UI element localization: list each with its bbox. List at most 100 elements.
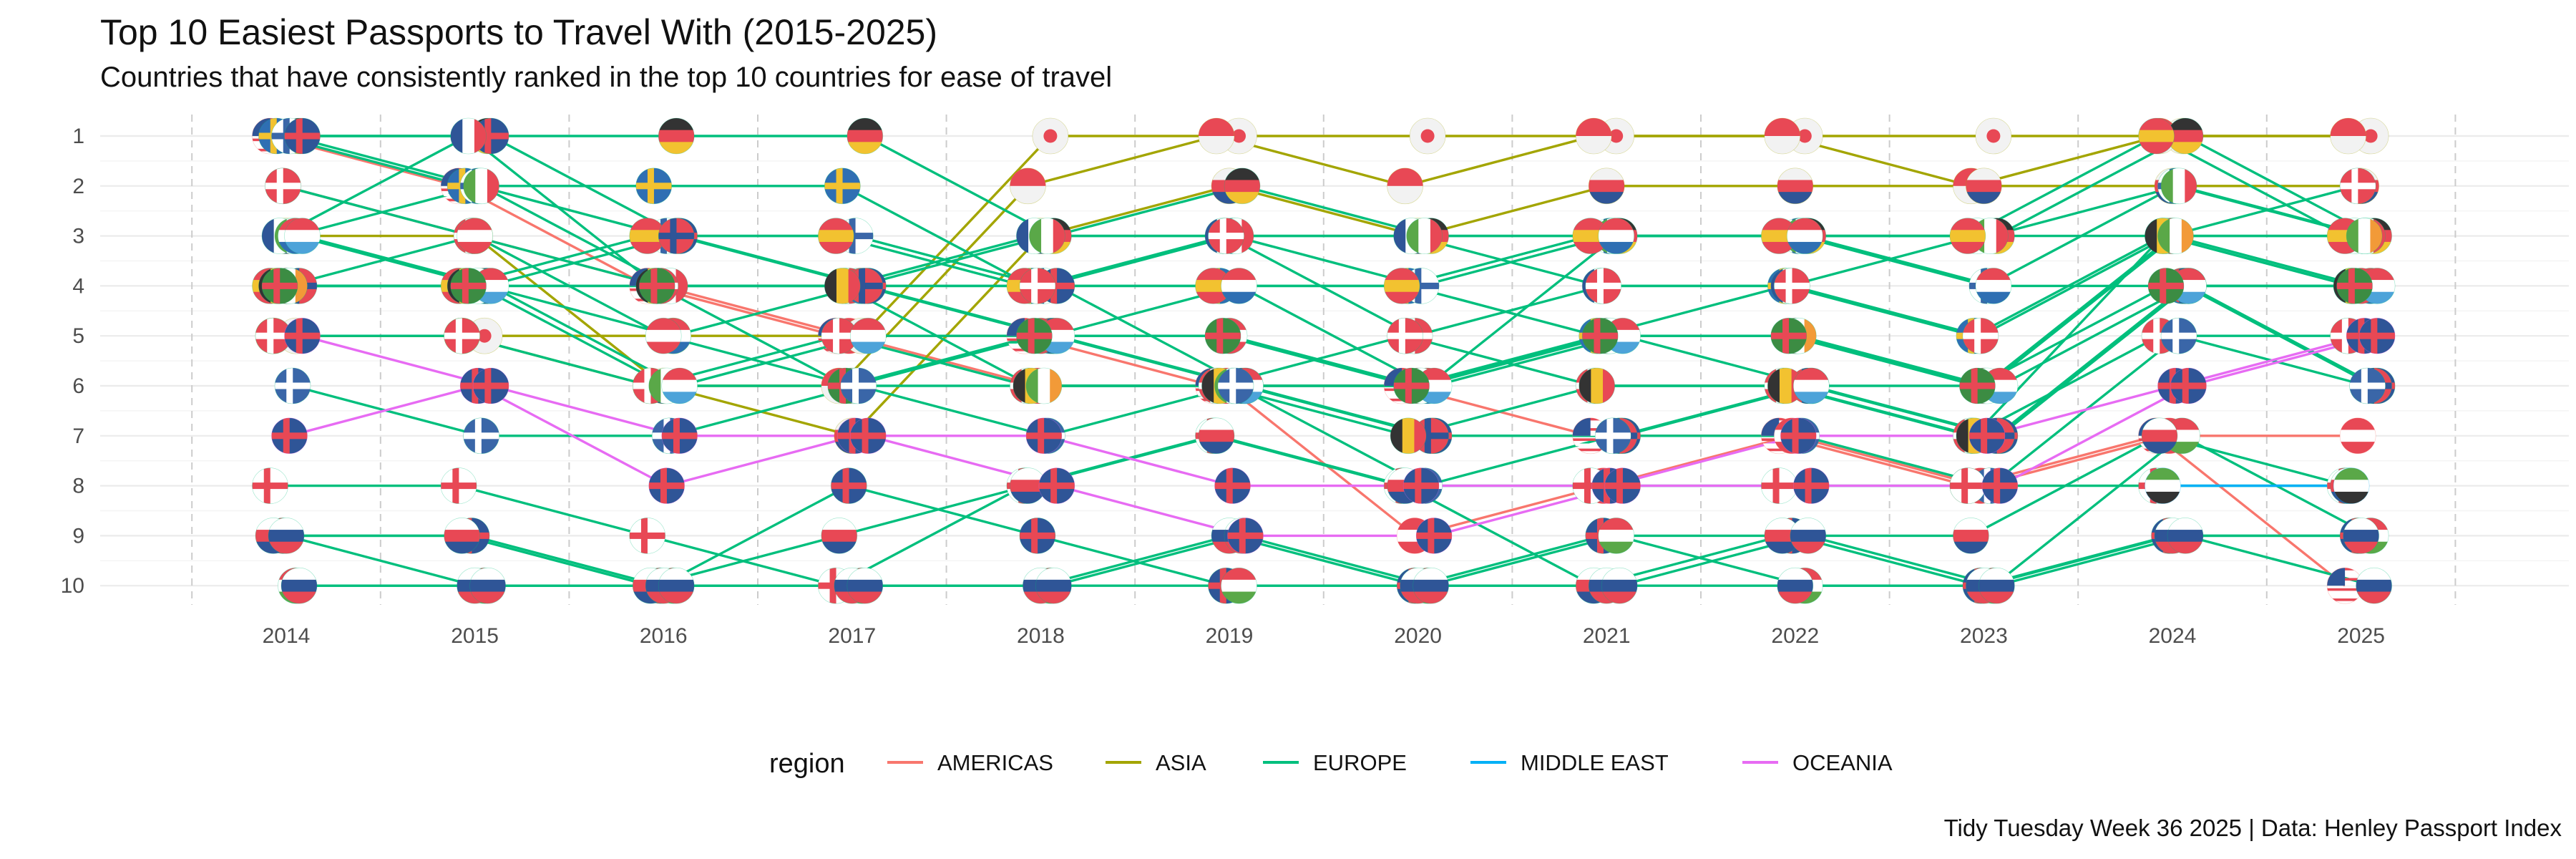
legend-label: ASIA <box>1156 750 1206 775</box>
flag-point-is <box>1019 518 1056 554</box>
legend-label: AMERICAS <box>937 750 1053 775</box>
flag-point-jp <box>1032 117 1069 155</box>
flag-point-nz <box>1981 467 2019 504</box>
flag-point-jp <box>1409 117 1446 155</box>
flag-point-jp <box>1975 117 2012 155</box>
flag-point-sk <box>469 567 506 604</box>
flag-point-dk <box>1774 268 1810 304</box>
series-line-nz <box>302 334 2378 538</box>
flag-point-de <box>2167 117 2204 155</box>
flag-point-nz <box>1415 518 1453 554</box>
legend-item: MIDDLE EAST <box>1470 750 1669 775</box>
flag-point-nz <box>661 417 698 455</box>
flag-point-cz <box>1198 417 1235 455</box>
flag-point-us <box>1572 417 1609 455</box>
flag-point-sk <box>658 567 695 604</box>
flag-point-sk <box>1790 518 1827 554</box>
flag-point-gr <box>2349 367 2386 404</box>
x-tick-label: 2023 <box>1960 624 2008 648</box>
flag-point-de <box>847 117 884 155</box>
x-tick-label: 2018 <box>1017 624 1065 648</box>
flag-point-nz <box>2358 317 2396 354</box>
flag-point-es <box>2138 117 2175 155</box>
series-line-dk <box>283 185 2358 338</box>
flag-point-nz <box>472 367 509 404</box>
flag-point-lu <box>1793 367 1830 404</box>
flag-point-pt <box>1959 367 1996 404</box>
flag-point-gr <box>840 367 877 404</box>
series-line-de <box>299 135 2375 238</box>
flag-point-nl <box>1598 218 1634 254</box>
flag-point-sk <box>2356 567 2392 604</box>
x-tick-label: 2025 <box>2337 624 2385 648</box>
chart-caption: Tidy Tuesday Week 36 2025 | Data: Henley… <box>1943 815 2562 841</box>
flag-point-dk <box>1208 218 1244 254</box>
flag-point-sg <box>1010 168 1046 205</box>
y-tick-label: 6 <box>72 374 84 398</box>
flag-point-sk <box>1979 567 2015 604</box>
chart-subtitle: Countries that have consistently ranked … <box>100 62 1113 93</box>
legend-label: OCEANIA <box>1792 750 1893 775</box>
flag-point-es <box>1383 268 1420 304</box>
flag-point-es <box>1761 218 1797 254</box>
x-tick-label: 2016 <box>640 624 688 648</box>
flag-point-nz <box>284 317 321 354</box>
flag-points <box>252 117 2396 604</box>
flag-point-cz <box>1953 518 1989 554</box>
flag-point-ca <box>2339 417 2376 455</box>
flag-point-pt <box>450 268 487 304</box>
flag-point-kr <box>1588 168 1625 205</box>
flag-point-es <box>818 218 854 254</box>
flag-point-no <box>658 218 695 254</box>
flag-point-ch <box>444 317 480 354</box>
series-line-it <box>292 184 2368 288</box>
flag-point-sk <box>1601 567 1638 604</box>
flag-point-it <box>2160 168 2197 205</box>
flag-point-pt <box>1770 317 1807 354</box>
flag-point-se <box>635 168 673 205</box>
y-tick-label: 3 <box>72 225 84 248</box>
y-tick-label: 4 <box>72 274 84 298</box>
flag-point-at <box>457 218 493 254</box>
flag-point-dk <box>1585 268 1621 304</box>
flag-point-mt <box>629 518 666 554</box>
legend-item: OCEANIA <box>1742 750 1893 775</box>
x-tick-label: 2015 <box>451 624 499 648</box>
flag-point-be <box>1579 367 1615 404</box>
flag-point-pt <box>1393 367 1430 404</box>
flag-point-pt <box>1016 317 1053 354</box>
flag-point-au <box>1780 417 1817 455</box>
flag-point-lu <box>850 317 887 354</box>
flag-point-mt <box>252 467 288 504</box>
flag-point-pt <box>261 268 298 304</box>
flag-point-it <box>1406 218 1443 254</box>
y-tick-label: 1 <box>72 125 84 148</box>
flag-point-dk <box>1962 317 1999 354</box>
flag-point-sg <box>1575 117 1612 155</box>
flag-point-cz <box>2141 417 2178 455</box>
flag-point-se <box>824 168 861 205</box>
y-tick-label: 7 <box>72 424 84 448</box>
flag-point-es <box>1949 218 1986 254</box>
flag-point-sg <box>2330 117 2366 155</box>
legend: region AMERICAS ASIA EUROPE MIDDLE EAST OCEAN… <box>769 749 1893 779</box>
flag-point-dk <box>2339 168 2376 205</box>
flag-point-nl <box>1787 218 1823 254</box>
flag-point-pt <box>1581 317 1619 354</box>
flag-point-si <box>2343 518 2379 554</box>
flag-point-cz <box>1010 467 1046 504</box>
flag-point-it <box>1029 218 1065 254</box>
flag-point-gb <box>284 117 321 155</box>
legend-item: AMERICAS <box>887 750 1053 775</box>
flag-point-pt <box>2147 268 2185 304</box>
flag-point-sk <box>847 567 884 604</box>
flag-point-mt <box>1761 467 1797 504</box>
flag-point-nz <box>1793 467 1830 504</box>
x-tick-label: 2021 <box>1583 624 1631 648</box>
x-tick-label: 2020 <box>1394 624 1442 648</box>
flag-point-jp <box>1598 117 1634 155</box>
flag-point-cz <box>821 518 858 554</box>
flag-point-sg <box>1387 168 1423 205</box>
flag-point-sg <box>1198 117 1235 155</box>
flag-point-ae <box>2333 467 2370 504</box>
